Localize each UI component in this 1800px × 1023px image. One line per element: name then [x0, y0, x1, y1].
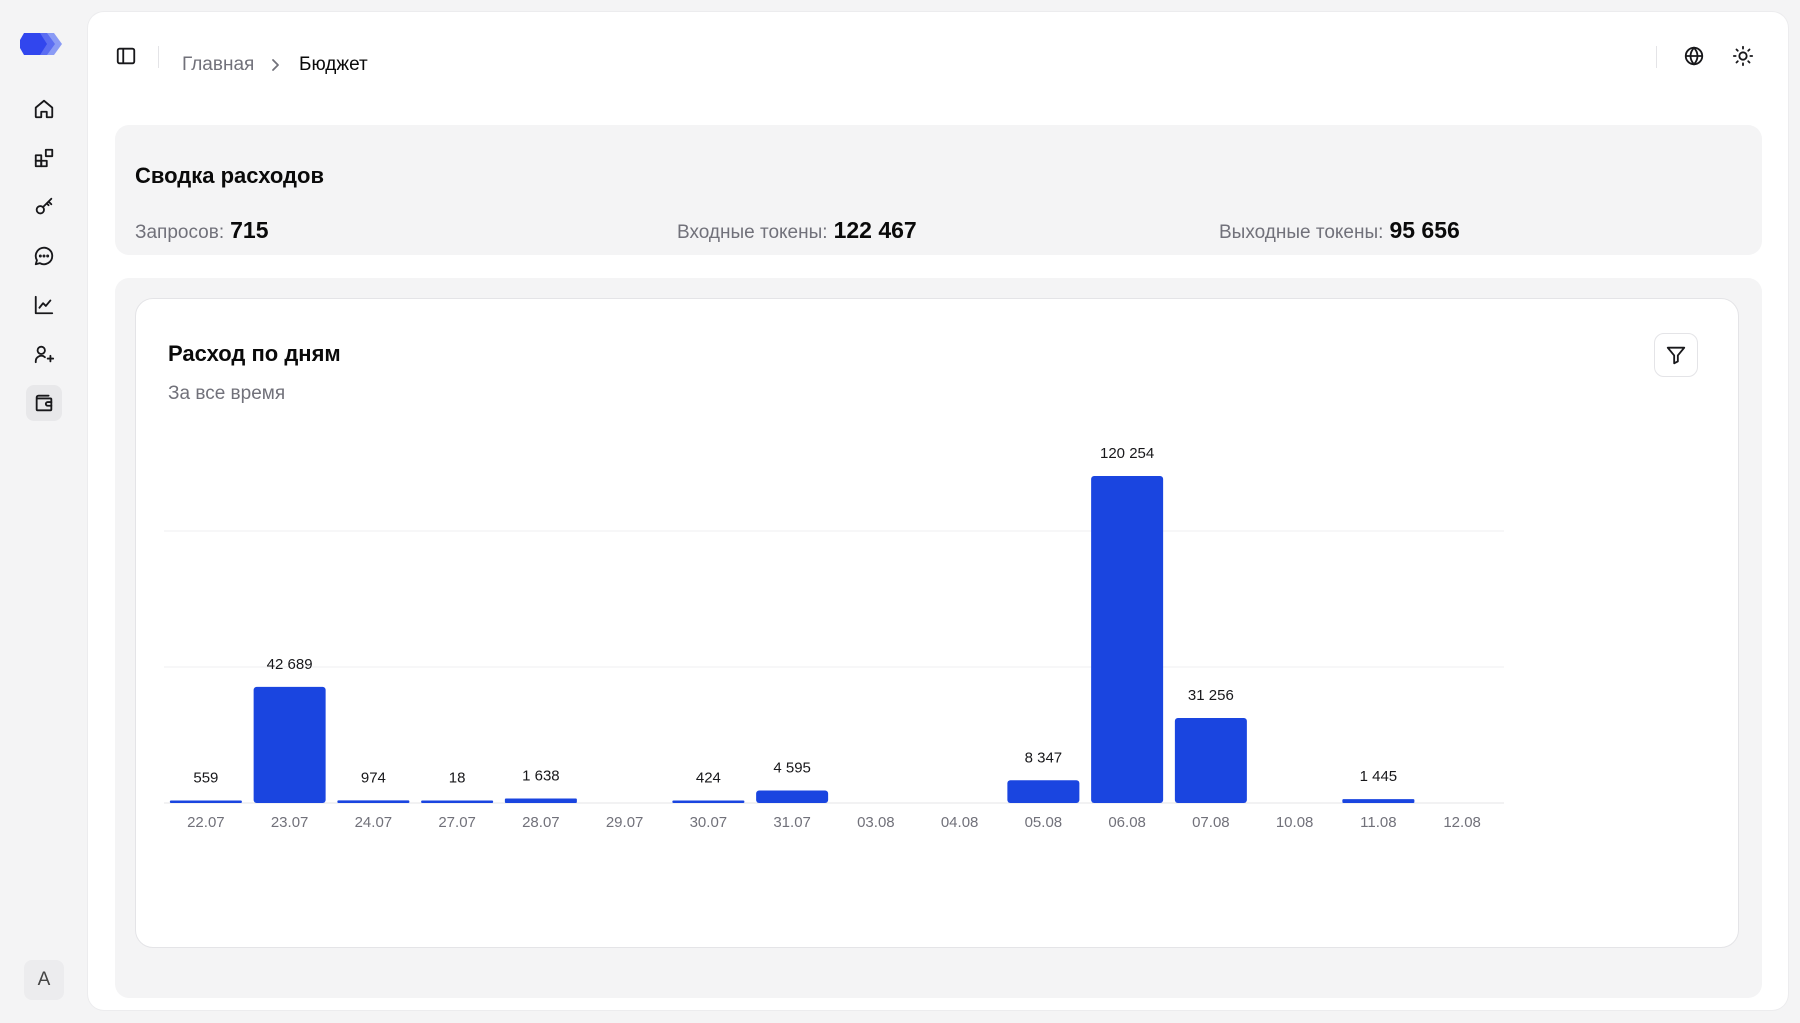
- x-tick-label: 30.07: [690, 814, 728, 831]
- stat-value: 122 467: [833, 217, 917, 243]
- x-tick-label: 07.08: [1192, 814, 1230, 831]
- bar-24.07[interactable]: [337, 800, 410, 803]
- bar-11.08[interactable]: [1342, 799, 1415, 803]
- chat-icon: [34, 246, 54, 266]
- stat-label: Входные токены:: [677, 222, 828, 243]
- data-label: 120 254: [1100, 445, 1154, 462]
- x-tick-label: 04.08: [941, 814, 979, 831]
- divider: [1656, 46, 1657, 68]
- bar-23.07[interactable]: [253, 686, 326, 803]
- blocks-icon: [34, 148, 54, 168]
- filter-button[interactable]: [1654, 333, 1698, 377]
- x-tick-label: 05.08: [1025, 814, 1063, 831]
- bar-28.07[interactable]: [504, 798, 577, 803]
- chart-line-icon: [34, 295, 54, 315]
- data-label: 18: [449, 770, 466, 787]
- x-tick-label: 28.07: [522, 814, 560, 831]
- data-label: 1 445: [1360, 768, 1398, 785]
- bar-chart: 559 22.07 42 689 23.07 974 24.07 18 27.07 1 638 2…: [164, 445, 1504, 831]
- x-tick-label: 24.07: [355, 814, 393, 831]
- bar-22.07[interactable]: [169, 800, 242, 804]
- stat-value: 715: [230, 217, 269, 243]
- user-plus-icon: [34, 345, 55, 364]
- topbar: Главная Бюджет: [88, 12, 1788, 98]
- sidebar-toggle-icon: [116, 47, 136, 65]
- chart-title: Расход по дням: [168, 341, 341, 366]
- key-icon: [35, 197, 53, 215]
- sidebar-item-budget[interactable]: [26, 385, 62, 421]
- stat-output-tokens: Выходные токены: 95 656: [1219, 217, 1460, 244]
- home-icon: [34, 99, 54, 119]
- data-label: 42 689: [267, 656, 313, 673]
- stat-label: Выходные токены:: [1219, 222, 1384, 243]
- data-label: 559: [193, 770, 218, 787]
- sidebar-item-models[interactable]: [26, 140, 62, 176]
- sun-icon: [1732, 45, 1754, 67]
- avatar-letter: A: [37, 969, 51, 990]
- bar-31.07[interactable]: [756, 790, 829, 803]
- data-label: 8 347: [1025, 749, 1063, 766]
- sidebar-toggle-button[interactable]: [112, 42, 140, 70]
- x-tick-label: 12.08: [1443, 814, 1481, 831]
- x-tick-label: 23.07: [271, 814, 309, 831]
- breadcrumb-current: Бюджет: [299, 54, 368, 75]
- spending-summary: Сводка расходов Запросов: 715 Входные ток…: [115, 125, 1762, 255]
- bar-05.08[interactable]: [1007, 780, 1080, 803]
- data-label: 31 256: [1188, 687, 1234, 704]
- stat-value: 95 656: [1389, 217, 1460, 243]
- bar-06.08[interactable]: [1091, 476, 1164, 803]
- x-tick-label: 10.08: [1276, 814, 1314, 831]
- data-label: 1 638: [522, 768, 560, 785]
- bar-30.07[interactable]: [672, 800, 745, 804]
- bar-07.08[interactable]: [1174, 718, 1247, 803]
- chart-subtitle: За все время: [168, 383, 286, 404]
- sidebar-item-home[interactable]: [26, 91, 62, 127]
- stat-label: Запросов:: [135, 222, 225, 243]
- chevron-right-icon: [272, 59, 279, 71]
- daily-spend-card: Расход по дням За все время 559 22.07 42 6…: [135, 298, 1739, 948]
- language-button[interactable]: [1680, 42, 1708, 70]
- stat-requests: Запросов: 715: [135, 217, 269, 244]
- data-label: 424: [696, 770, 721, 787]
- chart-section: Расход по дням За все время 559 22.07 42 6…: [115, 278, 1762, 998]
- x-tick-label: 29.07: [606, 814, 644, 831]
- x-tick-label: 03.08: [857, 814, 895, 831]
- theme-toggle-button[interactable]: [1729, 42, 1757, 70]
- sidebar: A: [0, 0, 88, 1023]
- sidebar-item-chat[interactable]: [26, 238, 62, 274]
- bar-27.07[interactable]: [421, 800, 494, 804]
- stat-input-tokens: Входные токены: 122 467: [677, 217, 917, 244]
- x-tick-label: 11.08: [1360, 814, 1396, 831]
- summary-title: Сводка расходов: [135, 163, 324, 188]
- globe-icon: [1684, 46, 1704, 66]
- filter-icon: [1666, 346, 1686, 365]
- main-panel: Главная Бюджет Сводка расходов Запросов:…: [88, 12, 1788, 1010]
- divider: [158, 46, 159, 68]
- wallet-icon: [35, 394, 53, 412]
- avatar[interactable]: A: [24, 960, 64, 1000]
- x-tick-label: 31.07: [773, 814, 811, 831]
- sidebar-item-analytics[interactable]: [26, 287, 62, 323]
- sidebar-item-users[interactable]: [26, 336, 62, 372]
- data-label: 974: [361, 769, 386, 786]
- data-label: 4 595: [773, 760, 811, 777]
- logo-icon[interactable]: [20, 30, 66, 58]
- x-tick-label: 06.08: [1108, 814, 1146, 831]
- x-tick-label: 22.07: [187, 814, 225, 831]
- breadcrumb-home[interactable]: Главная: [182, 54, 255, 75]
- sidebar-item-keys[interactable]: [26, 189, 62, 225]
- x-tick-label: 27.07: [438, 814, 476, 831]
